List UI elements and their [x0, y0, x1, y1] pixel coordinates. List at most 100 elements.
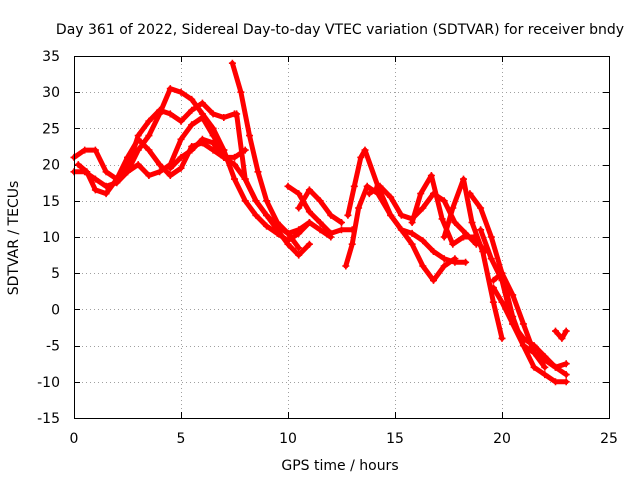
y-tick-label: 25 [42, 121, 60, 137]
data-point [479, 248, 487, 255]
data-point [468, 219, 476, 226]
data-point [552, 378, 559, 386]
data-point [241, 175, 249, 183]
data-point [477, 204, 485, 212]
data-point [305, 208, 313, 216]
data-point [228, 59, 236, 67]
series-sat-e [166, 135, 249, 172]
series-line [467, 191, 569, 385]
data-point [220, 114, 228, 121]
data-point [397, 211, 405, 219]
data-point [430, 276, 437, 284]
series-sat-n [440, 175, 506, 342]
data-point [252, 211, 260, 219]
plot-frame [74, 56, 610, 419]
y-tick-label: 5 [51, 266, 60, 282]
data-point [419, 204, 427, 212]
data-point [273, 226, 281, 234]
chart-title: Day 361 of 2022, Sidereal Day-to-day VTE… [56, 22, 624, 38]
data-point [295, 226, 303, 234]
data-point [209, 132, 217, 140]
x-tick-label: 20 [493, 431, 511, 447]
data-point [449, 240, 457, 248]
data-point [558, 334, 566, 342]
y-axis-label: SDTVAR / TECUs [6, 181, 22, 296]
x-tick-label: 25 [600, 431, 618, 447]
data-point [355, 204, 363, 212]
data-point [209, 139, 217, 147]
data-point [417, 190, 425, 198]
data-point [327, 211, 335, 219]
data-point [145, 132, 153, 140]
data-point [509, 320, 517, 328]
data-point [552, 363, 559, 371]
data-point [350, 182, 358, 190]
data-point [246, 132, 253, 140]
data-point [519, 320, 527, 328]
y-tick-label: -15 [37, 411, 60, 427]
data-point [541, 363, 549, 371]
data-point [451, 219, 459, 226]
data-point [284, 240, 292, 248]
data-point [562, 360, 570, 368]
data-point [254, 168, 262, 176]
data-point [198, 114, 206, 121]
data-point [102, 168, 110, 176]
data-point [91, 186, 99, 194]
data-point [489, 298, 497, 306]
data-point [438, 215, 446, 223]
data-point [342, 262, 350, 270]
data-point [166, 110, 174, 118]
data-point [231, 175, 238, 183]
data-point [263, 197, 271, 205]
data-point [233, 110, 241, 118]
data-point [177, 135, 185, 143]
data-point [427, 172, 435, 179]
series-line [553, 328, 569, 341]
data-point [134, 132, 142, 140]
series-sat-s [552, 327, 570, 342]
data-point [177, 164, 185, 172]
data-point [188, 146, 196, 154]
data-point [562, 378, 570, 386]
data-point [102, 190, 110, 198]
data-point [305, 240, 313, 248]
data-point [338, 226, 345, 234]
data-point [387, 211, 395, 219]
data-point [562, 371, 570, 379]
data-point [530, 349, 538, 357]
series-sat-i [295, 186, 345, 226]
data-point [460, 175, 467, 183]
data-point [357, 153, 365, 161]
series-line [229, 60, 302, 251]
data-point [440, 262, 448, 270]
data-point [188, 95, 196, 103]
data-point [487, 255, 495, 263]
data-point [440, 197, 448, 205]
data-point [231, 161, 238, 169]
x-tick-label: 15 [386, 431, 404, 447]
series-sat-h [284, 182, 356, 237]
data-point [91, 175, 99, 183]
series-group [70, 59, 570, 386]
data-point [198, 135, 206, 143]
data-point [489, 276, 497, 284]
y-tick-label: -5 [46, 339, 60, 355]
data-point [145, 117, 153, 125]
data-point [237, 88, 245, 96]
series-sat-a [70, 85, 335, 245]
data-point [295, 204, 303, 212]
data-point [220, 153, 228, 161]
data-point [166, 85, 174, 93]
data-point [541, 371, 549, 379]
series-sat-k [344, 146, 470, 266]
series-line [490, 270, 548, 370]
series-sat-o [466, 190, 570, 386]
data-point [477, 226, 485, 234]
data-point [295, 251, 303, 259]
data-point [451, 258, 459, 266]
data-point [440, 233, 448, 241]
series-sat-g [233, 110, 313, 259]
y-tick-label: 10 [42, 230, 60, 246]
